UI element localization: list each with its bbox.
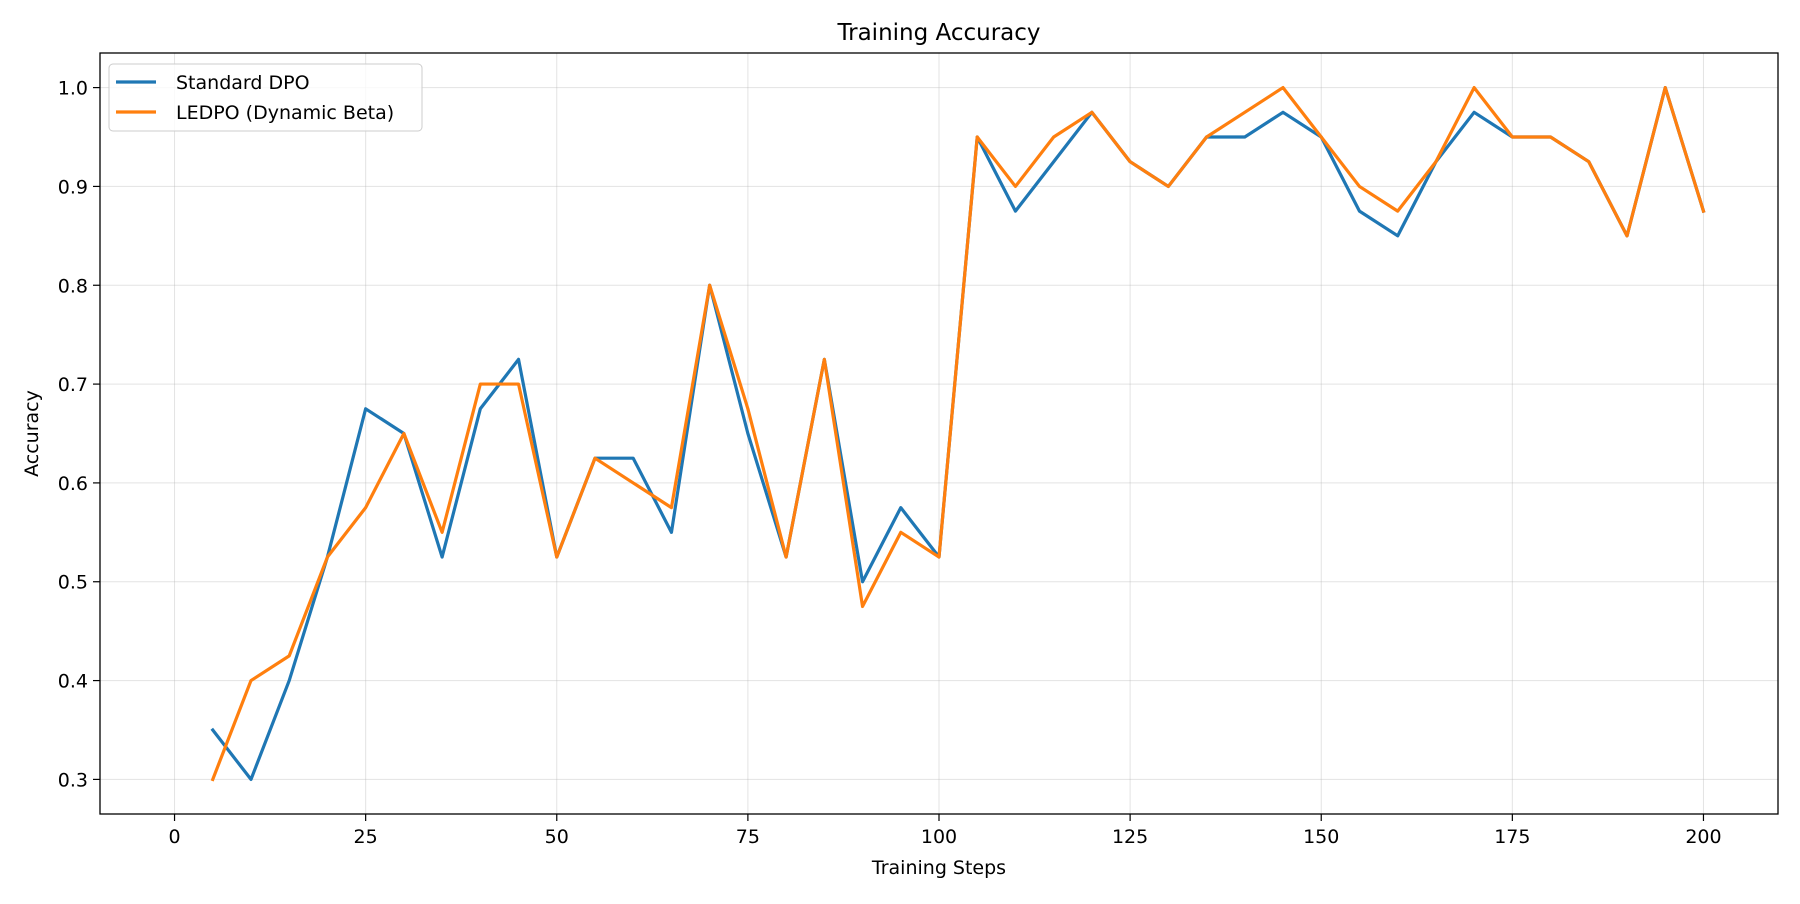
x-tick-label: 50 — [545, 826, 569, 848]
series-lines — [210, 85, 1706, 782]
x-tick-label: 150 — [1303, 826, 1339, 848]
x-tick-label: 75 — [736, 826, 760, 848]
y-axis-title: Accuracy — [21, 390, 43, 477]
x-axis-title: Training Steps — [871, 857, 1006, 879]
y-tick-label: 1.0 — [58, 78, 88, 100]
y-tick-label: 0.8 — [58, 275, 88, 297]
y-tick-label: 0.7 — [58, 374, 88, 396]
legend: Standard DPO LEDPO (Dynamic Beta) — [108, 63, 423, 132]
series-line — [210, 85, 1706, 782]
x-tick-label: 100 — [921, 826, 957, 848]
chart-title: Training Accuracy — [836, 20, 1040, 46]
x-tick-label: 125 — [1112, 826, 1148, 848]
x-axis-ticks: 0 25 50 75 100 125 150 175 200 — [168, 814, 1722, 848]
legend-label: Standard DPO — [176, 72, 310, 94]
x-tick-label: 200 — [1685, 826, 1721, 848]
y-axis-ticks: 0.3 0.4 0.5 0.6 0.7 0.8 0.9 1.0 — [58, 78, 100, 791]
x-tick-label: 175 — [1494, 826, 1530, 848]
y-tick-label: 0.3 — [58, 769, 88, 791]
legend-label: LEDPO (Dynamic Beta) — [176, 102, 394, 124]
y-tick-label: 0.5 — [58, 572, 88, 594]
y-tick-label: 0.6 — [58, 473, 88, 495]
x-tick-label: 0 — [168, 826, 180, 848]
y-tick-label: 0.9 — [58, 176, 88, 198]
y-tick-label: 0.4 — [58, 671, 88, 693]
x-tick-label: 25 — [354, 826, 378, 848]
grid-lines — [100, 53, 1778, 814]
legend-box — [108, 63, 423, 132]
